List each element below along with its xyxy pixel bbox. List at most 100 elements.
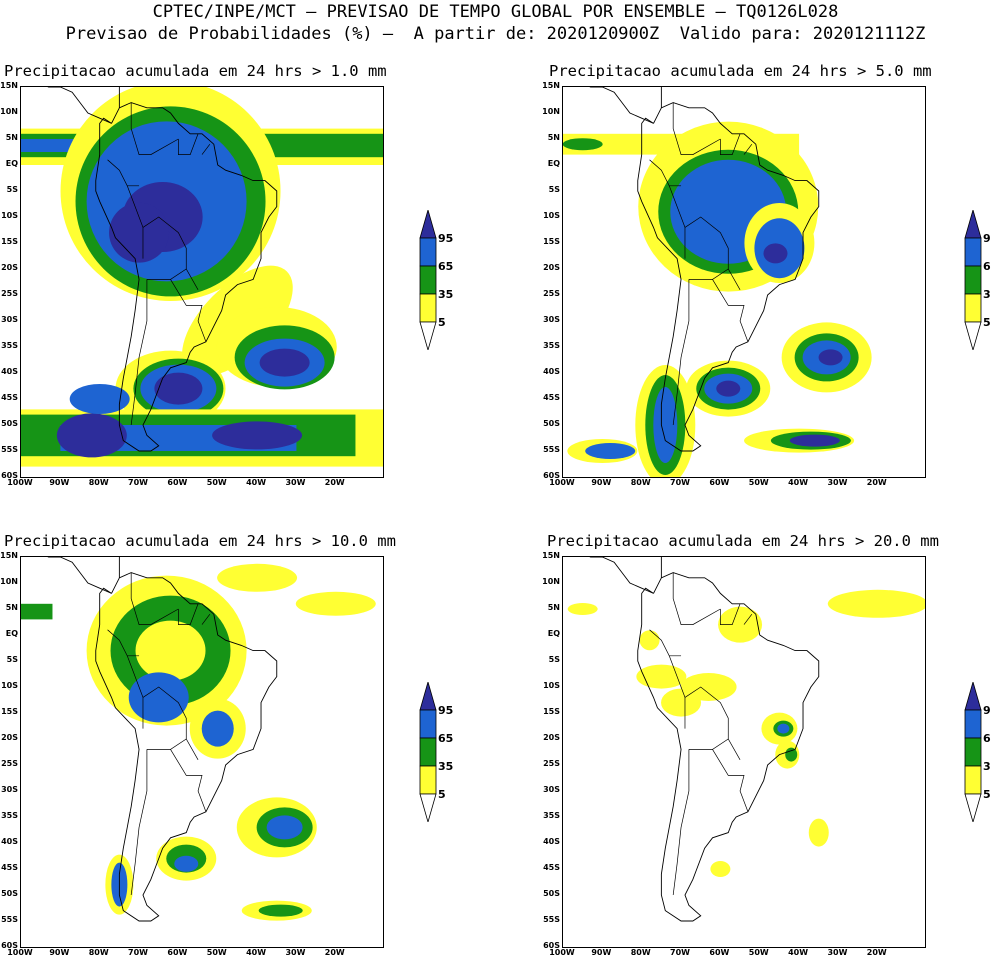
longitude-label: 70W (670, 948, 691, 957)
latitude-label: 30S (1, 315, 18, 324)
country-border (668, 655, 686, 729)
legend-yellow (964, 293, 982, 323)
legend-blue (419, 709, 437, 739)
legend-white (964, 793, 982, 824)
longitude-label: 50W (748, 478, 769, 487)
color-legend: 95 65 35 5 (418, 680, 478, 824)
longitude-label: 80W (88, 948, 109, 957)
latitude-label: 60S (543, 941, 560, 950)
longitude-label: 90W (49, 478, 70, 487)
legend-label: 35 (983, 288, 991, 301)
longitude-label: 90W (591, 948, 612, 957)
legend-label: 35 (438, 288, 454, 301)
probability-area (763, 243, 788, 264)
latitude-label: 15N (542, 551, 560, 560)
latitude-label: 55S (1, 445, 18, 454)
country-border (712, 279, 749, 342)
legend-label: 35 (438, 760, 454, 773)
coastline (637, 102, 820, 452)
legend-label: 65 (983, 260, 991, 273)
latitude-label: 5S (548, 655, 560, 664)
country-border (672, 572, 721, 625)
latitude-label: 10N (0, 107, 18, 116)
legend-green (964, 265, 982, 295)
latitude-label: 45S (1, 393, 18, 402)
latitude-label: 50S (1, 889, 18, 898)
latitude-label: 5N (5, 133, 18, 142)
longitude-label: 80W (630, 478, 651, 487)
longitude-label: 20W (866, 478, 887, 487)
probability-area (154, 372, 203, 405)
country-border (649, 159, 682, 187)
country-border (668, 185, 686, 259)
probability-area (266, 815, 303, 840)
latitude-label: 20S (543, 263, 560, 272)
legend-navy (419, 680, 437, 711)
probability-area (636, 664, 687, 689)
latitude-label: 40S (1, 367, 18, 376)
legend-navy (964, 680, 982, 711)
country-border (130, 749, 148, 896)
legend-navy (964, 208, 982, 239)
legend-label: 5 (438, 788, 446, 801)
probability-area (789, 434, 840, 447)
probability-area (128, 672, 189, 723)
legend-white (419, 793, 437, 824)
legend-label: 65 (438, 260, 454, 273)
probability-area (777, 723, 790, 734)
country-border (170, 279, 207, 342)
probability-area (585, 443, 636, 459)
latitude-label: EQ (5, 629, 18, 638)
longitude-label: 50W (748, 948, 769, 957)
country-border (672, 102, 721, 155)
probability-area (785, 747, 798, 762)
probability-area (21, 603, 53, 620)
latitude-label: 10N (542, 577, 560, 586)
probability-area (135, 620, 206, 681)
latitude-label: 35S (1, 811, 18, 820)
probability-area (827, 589, 925, 618)
legend-green (964, 737, 982, 767)
longitude-label: 20W (324, 478, 345, 487)
probability-area (258, 904, 303, 917)
probability-area (653, 387, 678, 463)
probability-area (639, 630, 660, 651)
legend-green (419, 265, 437, 295)
latitude-label: 5N (5, 603, 18, 612)
latitude-label: 15S (1, 237, 18, 246)
probability-area (710, 861, 731, 877)
longitude-label: 70W (128, 948, 149, 957)
map-canvas (21, 87, 383, 467)
legend-blue (419, 237, 437, 267)
country-border (688, 738, 741, 760)
legend-label: 5 (983, 316, 991, 329)
latitude-label: 5S (6, 655, 18, 664)
coastline (589, 87, 662, 124)
legend-label: 65 (983, 732, 991, 745)
header-line-1: CPTEC/INPE/MCT – PREVISAO DE TEMPO GLOBA… (152, 2, 839, 22)
longitude-label: 100W (7, 948, 33, 957)
probability-map (20, 86, 384, 478)
probability-area (818, 349, 843, 366)
latitude-label: 10S (1, 211, 18, 220)
latitude-label: 60S (543, 471, 560, 480)
latitude-label: 50S (543, 419, 560, 428)
country-border (130, 279, 148, 426)
latitude-label: 45S (1, 863, 18, 872)
legend-yellow (419, 765, 437, 795)
probability-area (212, 421, 303, 450)
longitude-label: 70W (128, 478, 149, 487)
legend-blue (964, 709, 982, 739)
latitude-label: 10S (543, 211, 560, 220)
longitude-label: 100W (549, 948, 575, 957)
legend-white (964, 321, 982, 352)
legend-label: 95 (983, 704, 991, 717)
country-border (130, 102, 179, 155)
longitude-label: 40W (788, 948, 809, 957)
longitude-label: 30W (827, 478, 848, 487)
latitude-label: 35S (1, 341, 18, 350)
country-border (743, 143, 753, 155)
country-border (688, 268, 741, 290)
probability-area (69, 384, 130, 414)
country-border (201, 613, 211, 625)
